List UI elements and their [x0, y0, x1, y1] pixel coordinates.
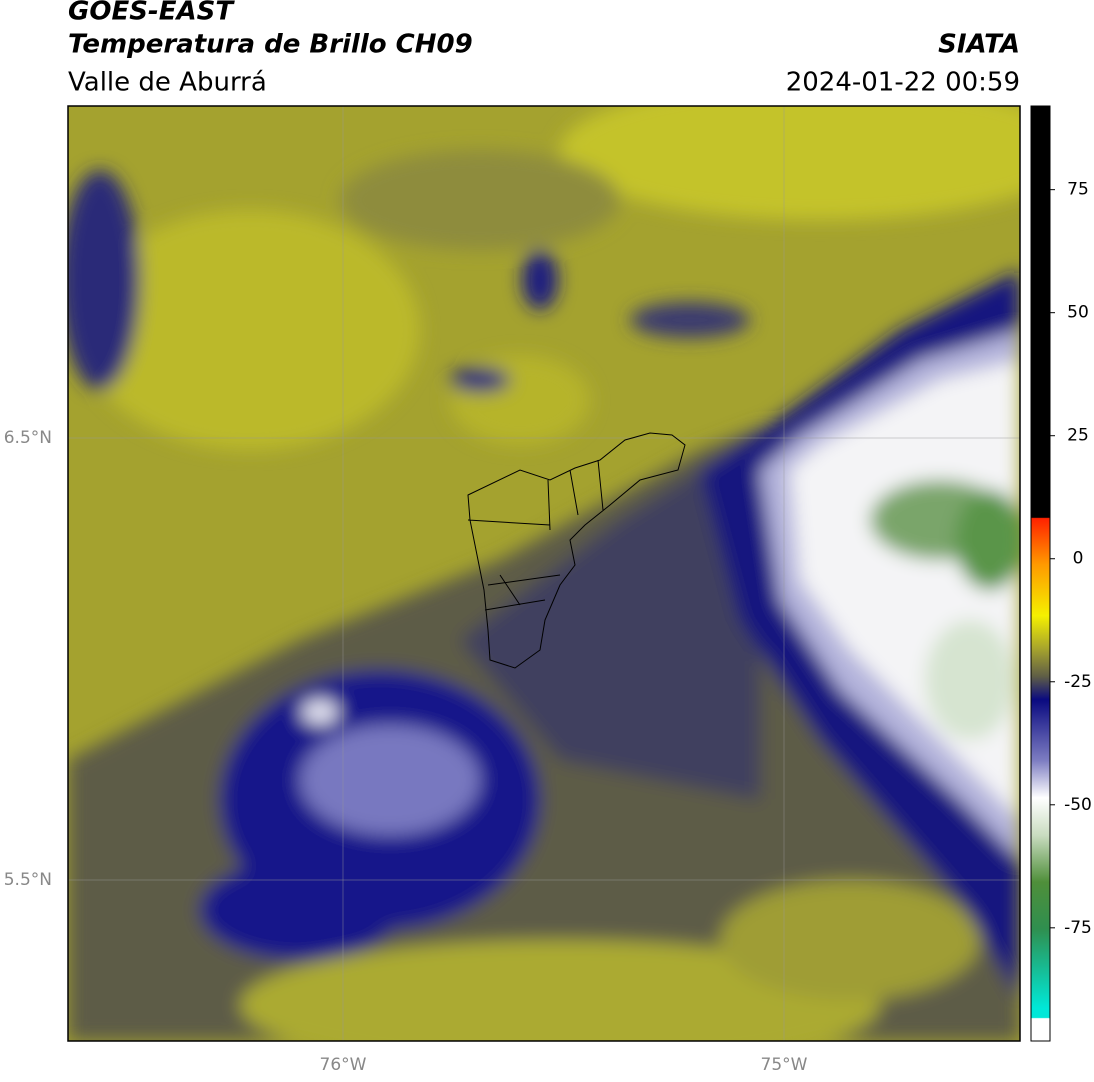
colorbar-tick-label: -75 — [1064, 918, 1092, 938]
colorbar-tick-label: 25 — [1067, 426, 1089, 446]
lon-label: 75°W — [761, 1055, 808, 1075]
colorbar-tick-label: -25 — [1064, 672, 1092, 692]
region: Valle de Aburrá — [68, 68, 267, 98]
satellite: GOES-EAST — [68, 0, 235, 27]
colorbar-ticks: 75 50 25 0 -25 -50 -75 — [1050, 180, 1092, 938]
colorbar — [1030, 105, 1051, 1042]
product: Temperatura de Brillo CH09 — [68, 30, 473, 60]
datetime: 2024-01-22 00:59 — [786, 68, 1020, 98]
colorbar-tick-label: -50 — [1064, 795, 1092, 815]
lat-label: 6.5°N — [4, 428, 52, 448]
satellite-image — [68, 106, 1020, 1041]
colorbar-tick-label: 75 — [1067, 180, 1089, 200]
colorbar-tick-label: 0 — [1073, 549, 1084, 569]
lon-label: 76°W — [320, 1055, 367, 1075]
agency: SIATA — [938, 30, 1020, 60]
lat-label: 5.5°N — [4, 870, 52, 890]
colorbar-tick-label: 50 — [1067, 303, 1089, 323]
